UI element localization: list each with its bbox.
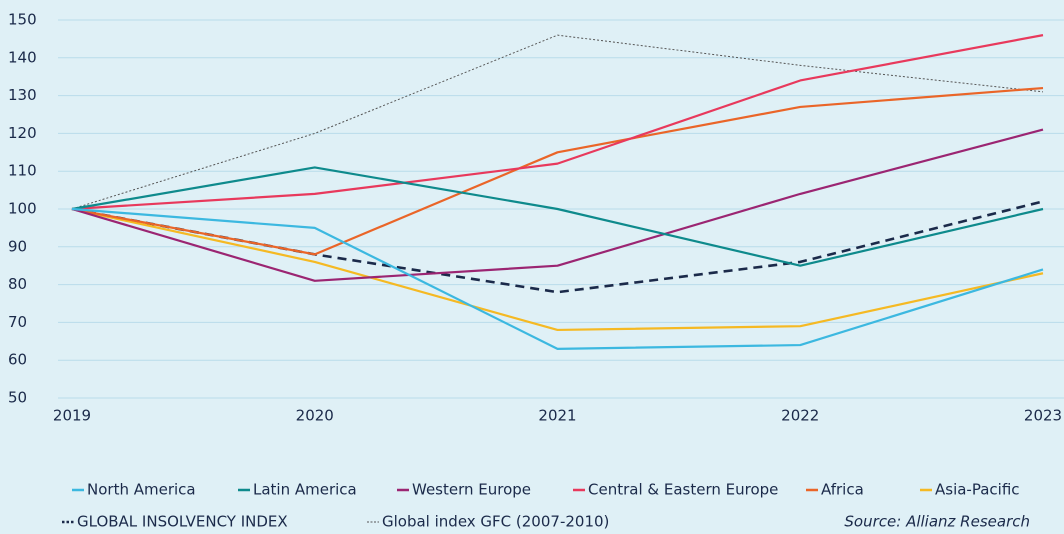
line-series [71,34,1044,210]
y-tick-label: 150 [8,11,37,29]
source-note: Source: Allianz Research [844,513,1030,531]
legend-label: Asia-Pacific [935,481,1020,499]
y-tick-label: 110 [8,162,37,180]
y-tick-label: 130 [8,86,37,104]
y-tick-label: 100 [8,200,37,218]
legend-label: Global index GFC (2007-2010) [382,513,609,531]
legend-label: Western Europe [412,481,531,499]
x-tick-label: 2022 [781,407,819,425]
x-tick-label: 2023 [1024,407,1062,425]
legend-label: North America [87,481,196,499]
legend-label: GLOBAL INSOLVENCY INDEX [77,513,288,531]
x-tick-label: 2021 [538,407,576,425]
y-tick-label: 50 [8,389,27,407]
legend-label: Latin America [253,481,357,499]
legend-label: Africa [821,481,864,499]
line-series [71,207,1044,332]
legend-label: Central & Eastern Europe [588,481,778,499]
line-series [71,34,1044,211]
y-tick-label: 60 [8,351,27,369]
y-tick-label: 80 [8,275,27,293]
y-tick-label: 70 [8,313,27,331]
y-tick-label: 140 [8,48,37,66]
line-series [71,166,1044,267]
x-tick-label: 2020 [296,407,334,425]
line-series [71,207,1044,350]
line-series [71,128,1044,282]
y-tick-label: 120 [8,124,37,142]
x-tick-label: 2019 [53,407,91,425]
line-series [71,86,1044,256]
y-tick-label: 90 [8,237,27,255]
